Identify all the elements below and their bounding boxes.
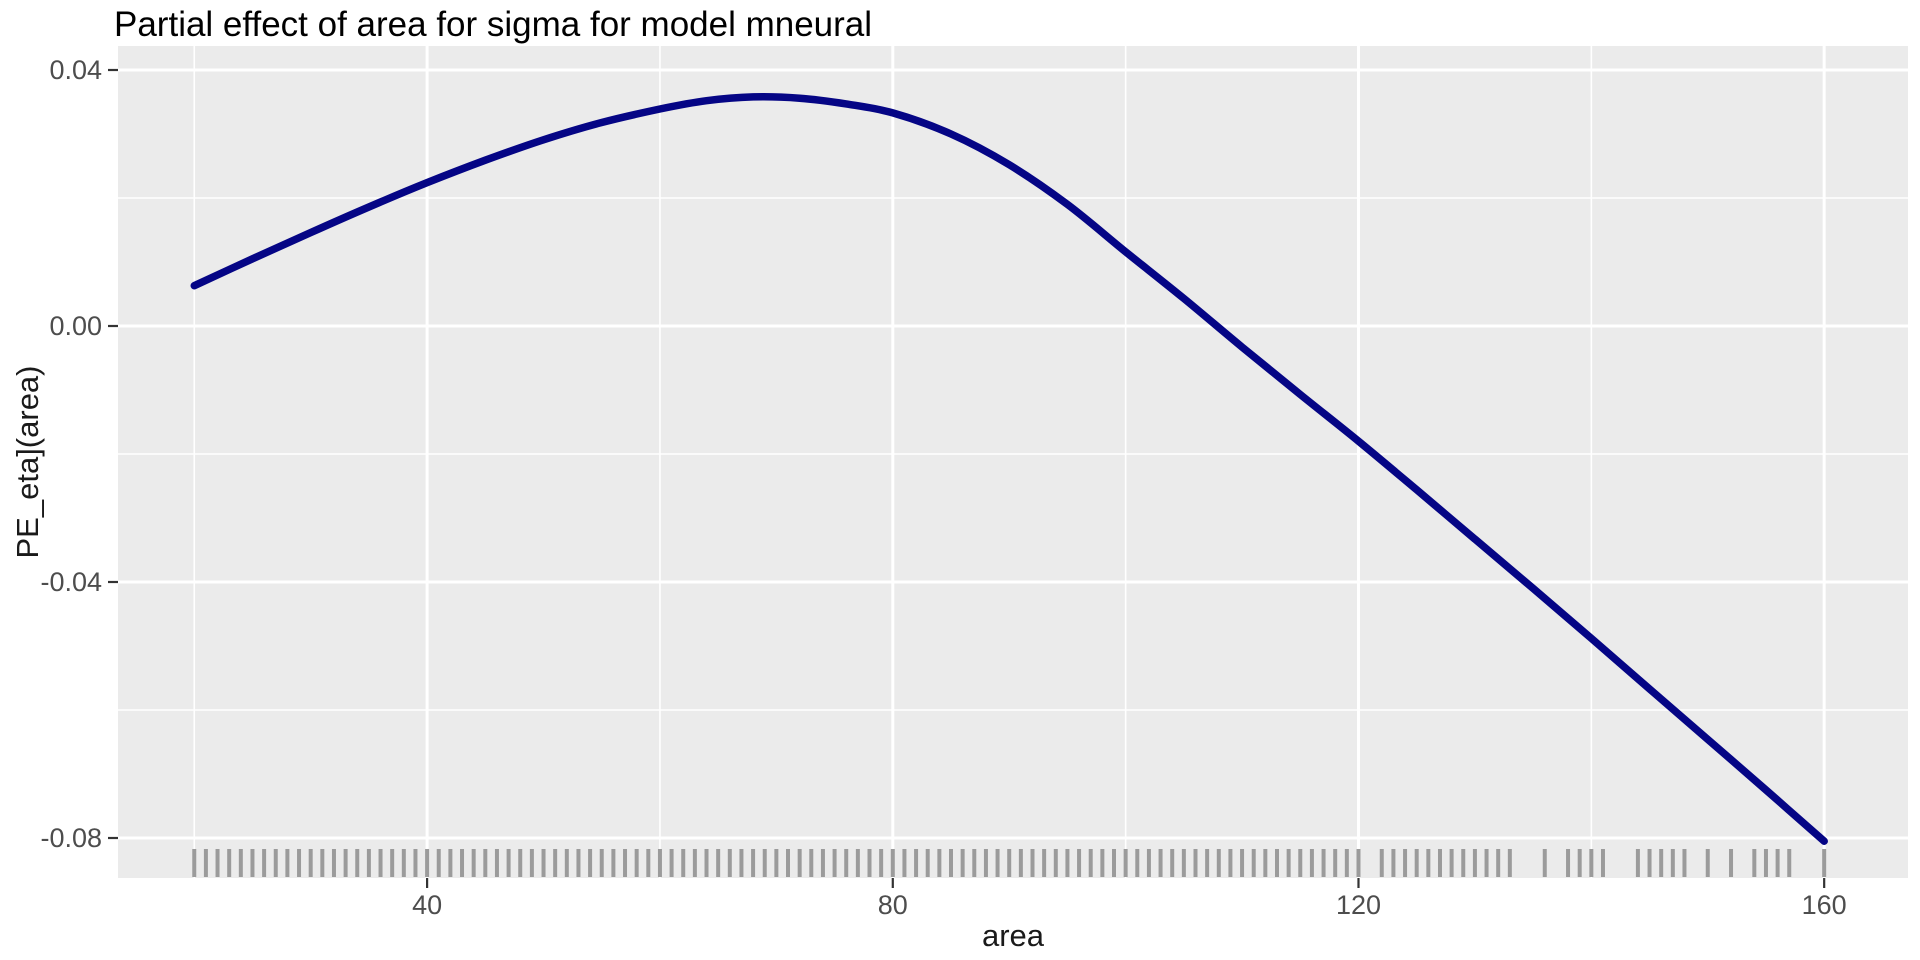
x-tick-label: 80 (878, 890, 908, 920)
x-axis-title: area (982, 918, 1045, 953)
plot-title: Partial effect of area for sigma for mod… (114, 5, 872, 44)
y-tick-label: -0.04 (40, 567, 102, 597)
x-tick-label: 40 (412, 890, 442, 920)
x-tick-label: 160 (1802, 890, 1847, 920)
y-axis-title: PE_eta](area) (10, 366, 45, 559)
partial-effect-curve (190, 93, 1828, 845)
y-tick-label: -0.08 (40, 823, 102, 853)
plot-panel: 0.04 0.00 -0.04 -0.08 40 80 120 160 (40, 46, 1908, 920)
y-tick-label: 0.04 (49, 55, 102, 85)
x-tick-label: 120 (1336, 890, 1381, 920)
y-tick-label: 0.00 (49, 311, 102, 341)
